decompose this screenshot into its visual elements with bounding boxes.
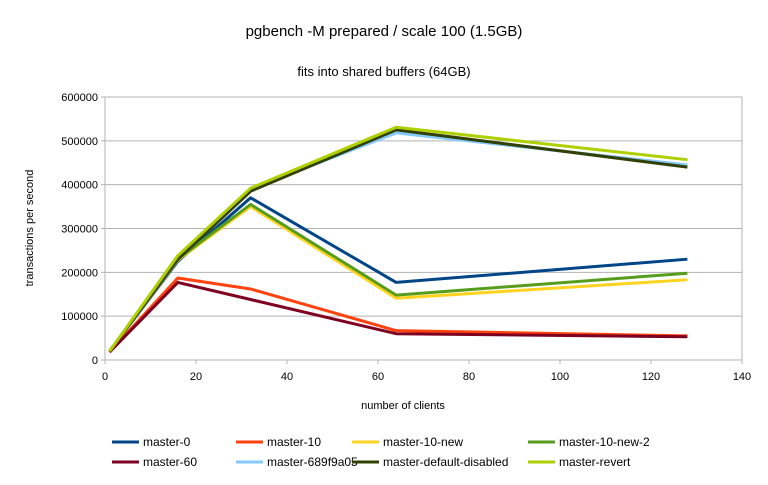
- series-line-master-0: [108, 196, 688, 353]
- x-tick-label: 0: [102, 371, 108, 383]
- legend-label: master-60: [143, 455, 197, 469]
- y-tick-label: 500000: [61, 136, 98, 148]
- x-tick-label: 60: [372, 371, 384, 383]
- chart-subtitle: fits into shared buffers (64GB): [297, 64, 470, 79]
- y-tick-label: 300000: [61, 224, 98, 236]
- legend-label: master-revert: [559, 455, 631, 469]
- y-tick-label: 0: [92, 355, 98, 367]
- x-tick-label: 140: [733, 371, 751, 383]
- series-line-master-10: [108, 276, 688, 354]
- x-tick-label: 120: [642, 371, 660, 383]
- x-tick-label: 100: [551, 371, 569, 383]
- x-tick-label: 40: [281, 371, 293, 383]
- x-tick-label: 80: [463, 371, 475, 383]
- series-line-master-60: [108, 280, 688, 354]
- chart-title: pgbench -M prepared / scale 100 (1.5GB): [246, 23, 523, 40]
- legend-label: master-10: [267, 435, 321, 449]
- y-axis-label: transactions per second: [24, 170, 36, 287]
- x-axis-label: number of clients: [361, 400, 445, 412]
- y-tick-label: 600000: [61, 92, 98, 104]
- y-tick-label: 200000: [61, 267, 98, 279]
- legend-label: master-10-new-2: [559, 435, 650, 449]
- x-tick-label: 20: [190, 371, 202, 383]
- legend-label: master-default-disabled: [383, 455, 508, 469]
- legend-label: master-0: [143, 435, 191, 449]
- y-tick-label: 400000: [61, 180, 98, 192]
- y-tick-label: 100000: [61, 311, 98, 323]
- legend-label: master-689f9a05: [267, 455, 358, 469]
- legend-label: master-10-new: [383, 435, 463, 449]
- series-line-master-revert: [108, 125, 688, 353]
